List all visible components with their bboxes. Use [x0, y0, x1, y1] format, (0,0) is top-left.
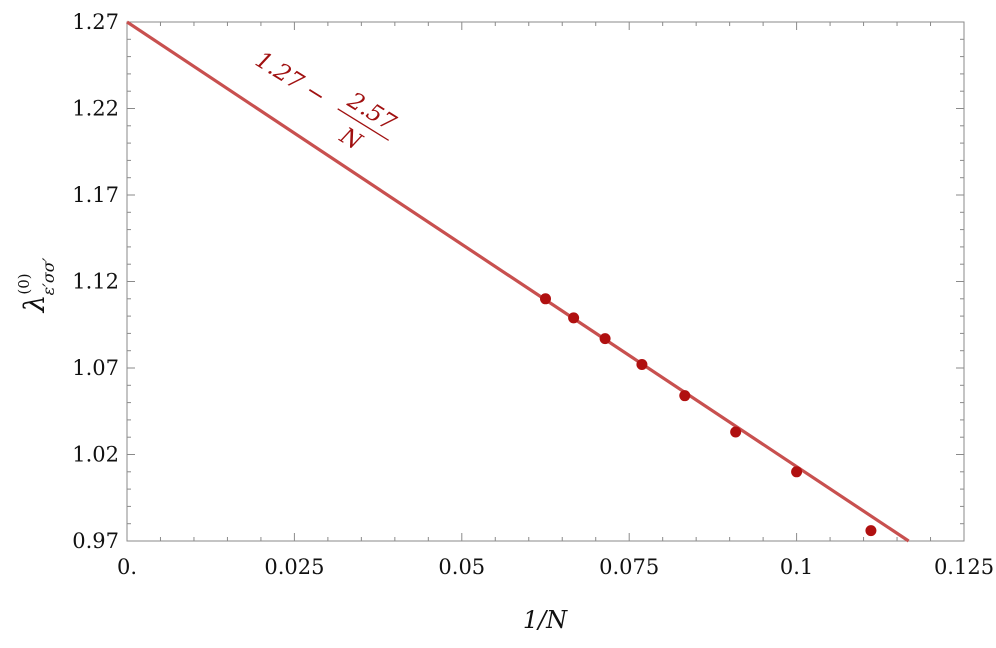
y-axis-title: λ(0) ε′σσ′ — [15, 257, 58, 313]
axis-ticks — [126, 21, 965, 542]
data-point — [679, 390, 691, 402]
data-point — [568, 312, 580, 324]
x-tick-label: 0.075 — [599, 555, 659, 579]
y-tick-label: 1.07 — [72, 356, 119, 380]
y-axis-title-subscript: ε′σσ′ — [39, 257, 58, 295]
plot-frame — [126, 21, 965, 542]
y-tick-label: 1.22 — [72, 97, 119, 121]
fit-label-fraction-bar — [337, 108, 390, 141]
data-series — [126, 20, 910, 543]
y-tick-label: 1.12 — [72, 270, 119, 294]
x-tick-label: 0. — [117, 555, 137, 579]
y-axis-title-superscript: (0) — [15, 273, 33, 294]
y-tick-label: 0.97 — [72, 529, 119, 553]
fit-annotation: 1.27 − 2.57 N — [251, 47, 401, 156]
data-point — [636, 359, 648, 371]
y-tick-labels: 0.97 1.02 1.07 1.12 1.17 1.22 1.27 — [72, 10, 119, 553]
data-point — [599, 333, 611, 345]
data-point — [730, 426, 742, 438]
x-tick-label: 0.025 — [264, 555, 324, 579]
x-tick-labels: 0. 0.025 0.05 0.075 0.1 0.125 — [117, 555, 994, 579]
y-tick-label: 1.17 — [72, 183, 119, 207]
x-tick-label: 0.1 — [780, 555, 813, 579]
y-tick-label: 1.27 — [72, 10, 119, 34]
fit-label-denominator: N — [334, 122, 366, 156]
data-point — [791, 466, 803, 478]
fit-line — [126, 20, 910, 543]
y-tick-label: 1.02 — [72, 443, 119, 467]
svg-text:λ(0)ε′σσ′: λ(0) ε′σσ′ — [15, 257, 58, 313]
data-point — [540, 293, 551, 305]
x-axis-title: 1/N — [523, 606, 568, 634]
fit-label-prefix: 1.27 − — [251, 47, 331, 110]
x-tick-label: 0.05 — [438, 555, 485, 579]
data-point — [865, 525, 877, 537]
x-tick-label: 0.125 — [934, 555, 994, 579]
y-axis-title-base: λ — [18, 295, 51, 314]
